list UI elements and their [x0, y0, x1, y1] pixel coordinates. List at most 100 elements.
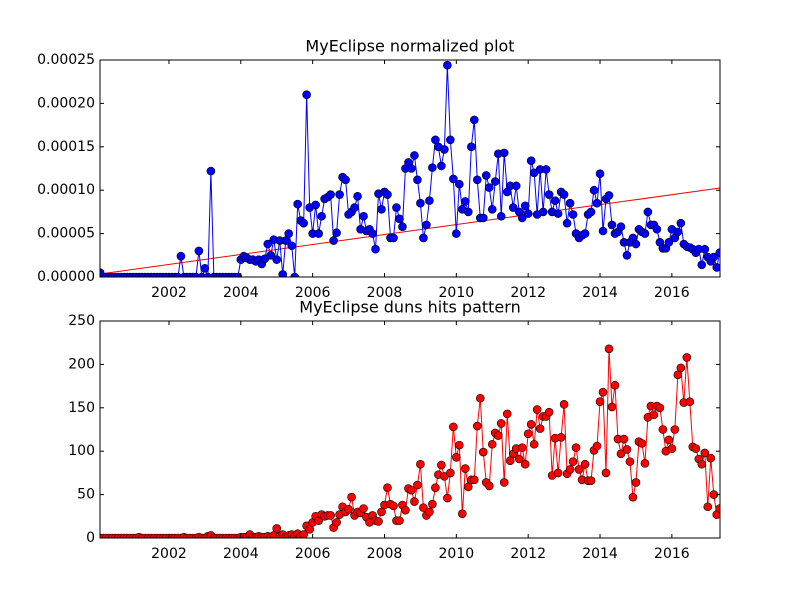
data-point — [368, 229, 377, 238]
y-tick-label: 0.00000 — [37, 269, 95, 285]
data-point — [502, 409, 512, 419]
x-tick-label: 2004 — [223, 285, 259, 301]
data-point — [592, 198, 602, 208]
data-point — [544, 407, 554, 417]
data-point — [425, 196, 434, 205]
data-point — [514, 454, 524, 464]
data-point — [455, 179, 464, 189]
data-point — [631, 239, 641, 249]
data-point — [673, 227, 683, 237]
data-point — [407, 164, 416, 173]
data-point — [532, 405, 542, 414]
data-point — [595, 169, 605, 179]
x-tick-label: 2002 — [151, 546, 187, 562]
data-point — [664, 237, 674, 247]
data-point — [622, 445, 632, 454]
data-point — [377, 204, 386, 214]
data-point — [586, 476, 596, 486]
axes-frame — [99, 59, 721, 278]
data-point — [511, 181, 521, 191]
data-point — [685, 397, 695, 407]
data-point — [484, 183, 494, 192]
data-point — [278, 270, 288, 277]
data-point — [284, 229, 293, 238]
x-tick-label: 2006 — [295, 546, 331, 562]
data-point — [481, 171, 491, 180]
data-point — [559, 400, 569, 409]
data-point — [437, 161, 446, 171]
data-point — [344, 505, 353, 514]
data-point — [682, 353, 692, 362]
data-point — [350, 203, 359, 212]
y-tick-label: 100 — [68, 443, 95, 459]
data-point — [347, 492, 356, 502]
data-point — [440, 145, 449, 154]
data-point — [443, 60, 452, 70]
data-point — [194, 246, 204, 256]
data-point — [413, 480, 422, 490]
data-point — [359, 211, 368, 221]
data-point — [398, 222, 407, 231]
data-point — [299, 530, 308, 538]
data-point — [541, 165, 551, 174]
data-point — [458, 509, 467, 518]
data-point — [568, 457, 578, 466]
y-tick-label: 0.00010 — [37, 182, 95, 198]
data-point — [206, 166, 216, 176]
data-point — [640, 459, 650, 468]
data-point — [700, 244, 710, 254]
data-point — [422, 220, 431, 230]
data-point — [455, 440, 464, 450]
data-point — [598, 226, 608, 236]
data-point — [425, 507, 434, 517]
data-point — [607, 220, 617, 230]
data-point — [523, 429, 533, 439]
data-point — [529, 439, 539, 449]
data-point — [176, 251, 186, 261]
data-point — [616, 449, 626, 459]
data-point — [553, 468, 563, 478]
chart-title: MyEclipse normalized plot — [305, 37, 514, 56]
data-point — [616, 222, 626, 231]
data-point — [299, 218, 308, 228]
data-point — [652, 224, 662, 234]
data-point — [640, 229, 650, 238]
data-point — [565, 198, 575, 208]
data-point — [395, 214, 404, 224]
data-point — [416, 459, 425, 469]
data-point — [233, 272, 243, 277]
x-tick-label: 2016 — [654, 285, 690, 301]
data-point — [332, 228, 341, 238]
data-point — [374, 517, 383, 526]
data-point — [263, 239, 273, 249]
data-point — [619, 434, 629, 444]
data-point — [272, 255, 282, 264]
data-point — [604, 191, 614, 200]
data-point — [469, 115, 479, 125]
data-point — [697, 459, 707, 469]
data-point — [667, 444, 677, 453]
data-point — [520, 459, 530, 469]
data-point — [553, 209, 563, 218]
data-point — [437, 460, 446, 470]
data-point — [559, 190, 569, 199]
data-point — [461, 464, 470, 473]
data-point — [706, 453, 716, 463]
y-tick-label: 0.00005 — [37, 226, 95, 242]
data-point — [712, 263, 720, 272]
data-point — [499, 478, 509, 487]
data-point — [586, 207, 596, 217]
data-point — [604, 344, 614, 354]
data-point — [302, 90, 311, 100]
data-point — [703, 502, 713, 512]
data-point — [326, 511, 335, 520]
x-tick-label: 2014 — [582, 285, 618, 301]
data-point — [395, 516, 404, 525]
data-point — [419, 503, 428, 512]
data-point — [523, 209, 533, 218]
data-point — [452, 229, 461, 238]
x-tick-label: 2008 — [367, 285, 403, 301]
data-point — [326, 190, 335, 199]
data-point — [200, 264, 210, 273]
